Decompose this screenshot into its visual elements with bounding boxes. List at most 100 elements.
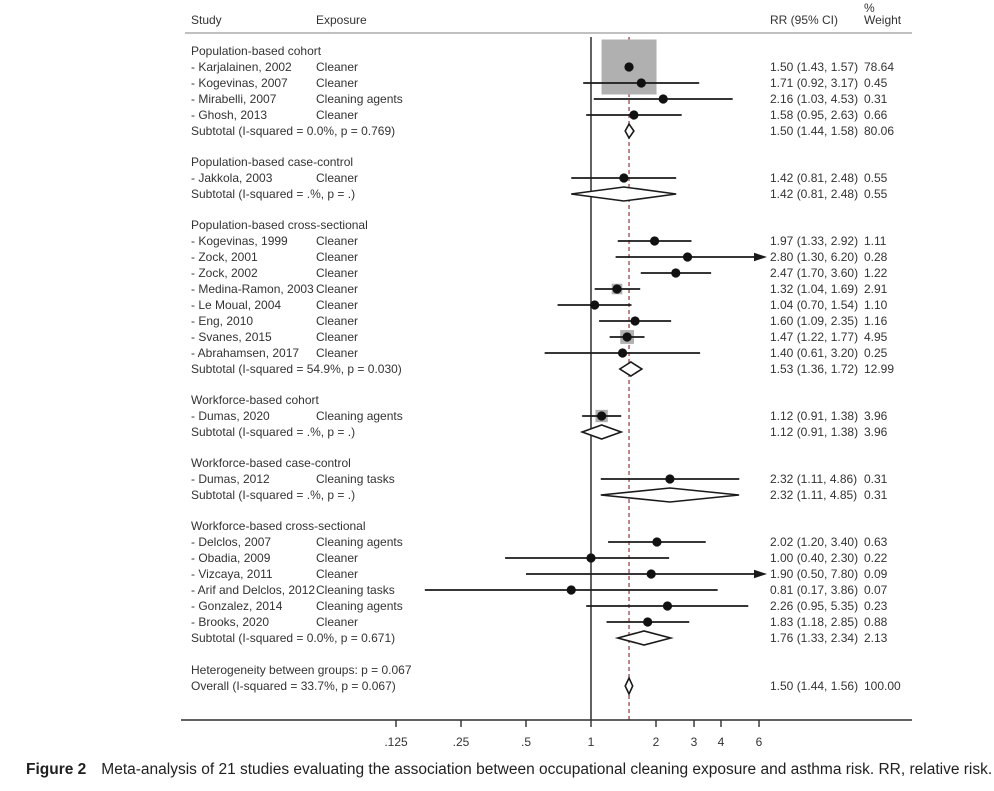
- weight-value: 2.91: [864, 282, 888, 296]
- study-name: - Dumas, 2020: [191, 409, 270, 423]
- exposure-label: Cleaner: [316, 234, 359, 248]
- point-estimate-marker: [662, 601, 673, 611]
- group-header-row: Workforce-based cohort: [0, 392, 994, 408]
- study-row: - Gonzalez, 2014 Cleaning agents 2.26 (0.9…: [0, 598, 994, 614]
- study-name: - Medina-Ramon, 2003: [191, 282, 314, 296]
- rr-ci-value: 1.12 (0.91, 1.38): [770, 409, 859, 423]
- study-name: - Dumas, 2012: [191, 472, 270, 486]
- rr-ci-value: 1.60 (1.09, 2.35): [770, 314, 859, 328]
- group-header: Workforce-based cohort: [191, 393, 319, 407]
- subtotal-rr-ci: 1.12 (0.91, 1.38): [770, 425, 859, 439]
- x-axis-tick-label: 2: [653, 735, 660, 749]
- study-name: - Jakkola, 2003: [191, 171, 273, 185]
- exposure-label: Cleaner: [316, 615, 359, 629]
- ci-arrow-right: [754, 252, 767, 262]
- subtotal-rr-ci: 1.42 (0.81, 2.48): [770, 187, 859, 201]
- x-axis-tick-label: .5: [521, 735, 531, 749]
- weight-value: 0.07: [864, 583, 888, 597]
- rr-ci-value: 1.42 (0.81, 2.48): [770, 171, 859, 185]
- x-axis-tick-label: 6: [756, 735, 763, 749]
- x-axis-tick-label: 4: [718, 735, 725, 749]
- study-name: - Kogevinas, 2007: [191, 76, 288, 90]
- rr-ci-value: 1.83 (1.18, 2.85): [770, 615, 859, 629]
- point-estimate-marker: [643, 617, 653, 627]
- rr-ci-value: 1.40 (0.61, 3.20): [770, 346, 859, 360]
- study-name: - Zock, 2001: [191, 250, 258, 264]
- study-name: - Eng, 2010: [191, 314, 254, 328]
- point-estimate-marker: [617, 348, 628, 358]
- weight-value: 0.09: [864, 567, 888, 581]
- weight-value: 0.22: [864, 551, 888, 565]
- study-row: - Mirabelli, 2007 Cleaning agents 2.16 (1.…: [0, 91, 994, 107]
- study-row: - Le Moual, 2004 Cleaner 1.04 (0.70, 1.54)…: [0, 297, 994, 313]
- x-axis-tick-label: .125: [384, 735, 408, 749]
- weight-value: 0.63: [864, 535, 888, 549]
- column-header-rr: RR (95% CI): [770, 13, 839, 27]
- study-row: - Dumas, 2020 Cleaning agents 1.12 (0.91, …: [0, 408, 994, 424]
- exposure-label: Cleaner: [316, 551, 359, 565]
- subtotal-rr-ci: 1.53 (1.36, 1.72): [770, 362, 859, 376]
- point-estimate-marker: [636, 78, 646, 88]
- subtotal-weight: 2.13: [864, 631, 888, 645]
- study-row: - Medina-Ramon, 2003 Cleaner 1.32 (1.04, 1…: [0, 281, 994, 297]
- column-header-percent: %: [864, 1, 875, 15]
- subtotal-weight: 3.96: [864, 425, 888, 439]
- subtotal-weight: 12.99: [864, 362, 895, 376]
- study-name: - Le Moual, 2004: [191, 298, 282, 312]
- weight-value: 4.95: [864, 330, 888, 344]
- point-estimate-marker: [630, 316, 640, 326]
- weight-value: 1.16: [864, 314, 888, 328]
- study-name: - Ghosh, 2013: [191, 108, 268, 122]
- point-estimate-marker: [590, 300, 600, 310]
- weight-value: 0.66: [864, 108, 888, 122]
- exposure-label: Cleaner: [316, 171, 359, 185]
- group-header: Population-based case-control: [191, 155, 354, 169]
- subtotal-rr-ci: 1.50 (1.44, 1.58): [770, 124, 859, 138]
- subtotal-row: Subtotal (I-squared = 0.0%, p = 0.671) 1.…: [0, 630, 994, 646]
- study-row: - Abrahamsen, 2017 Cleaner 1.40 (0.61, 3.2…: [0, 345, 994, 361]
- weight-value: 78.64: [864, 60, 895, 74]
- pooled-estimate-diamond: [618, 361, 644, 377]
- study-name: - Obadia, 2009: [191, 551, 271, 565]
- study-name: - Kogevinas, 1999: [191, 234, 288, 248]
- weight-value: 3.96: [864, 409, 888, 423]
- group-header-row: Population-based cross-sectional: [0, 217, 994, 233]
- heterogeneity-note: Heterogeneity between groups: p = 0.067: [191, 663, 412, 677]
- subtotal-label: Subtotal (I-squared = 54.9%, p = 0.030): [191, 362, 402, 376]
- point-estimate-marker: [586, 553, 596, 563]
- x-axis-tick-label: .25: [453, 735, 470, 749]
- exposure-label: Cleaning agents: [316, 535, 403, 549]
- point-estimate-marker: [646, 569, 656, 579]
- rr-ci-value: 1.04 (0.70, 1.54): [770, 298, 859, 312]
- study-name: - Mirabelli, 2007: [191, 92, 277, 106]
- pooled-estimate-diamond: [624, 122, 635, 140]
- point-estimate-marker: [622, 332, 632, 342]
- rr-ci-value: 2.26 (0.95, 5.35): [770, 599, 859, 613]
- group-header: Population-based cross-sectional: [191, 218, 368, 232]
- subtotal-row: Subtotal (I-squared = 0.0%, p = 0.769) 1.…: [0, 123, 994, 139]
- group-header: Population-based cohort: [191, 44, 322, 58]
- exposure-label: Cleaning agents: [316, 599, 403, 613]
- rr-ci-value: 1.90 (0.50, 7.80): [770, 567, 859, 581]
- study-row: - Obadia, 2009 Cleaner 1.00 (0.40, 2.30) 0.…: [0, 550, 994, 566]
- heterogeneity-row: Heterogeneity between groups: p = 0.067: [0, 662, 994, 678]
- point-estimate-marker: [612, 284, 622, 294]
- exposure-label: Cleaner: [316, 282, 359, 296]
- subtotal-label: Subtotal (I-squared = .%, p = .): [191, 187, 356, 201]
- subtotal-row: Subtotal (I-squared = .%, p = .) 1.42 (0.…: [0, 186, 994, 202]
- figure-caption-text: Meta-analysis of 21 studies evaluating t…: [101, 761, 993, 778]
- rr-ci-value: 1.00 (0.40, 2.30): [770, 551, 859, 565]
- exposure-label: Cleaner: [316, 60, 359, 74]
- study-row: - Eng, 2010 Cleaner 1.60 (1.09, 2.35) 1.16: [0, 313, 994, 329]
- point-estimate-marker: [671, 268, 681, 278]
- rr-ci-value: 2.02 (1.20, 3.40): [770, 535, 859, 549]
- subtotal-rr-ci: 1.76 (1.33, 2.34): [770, 631, 859, 645]
- subtotal-weight: 80.06: [864, 124, 895, 138]
- study-name: - Brooks, 2020: [191, 615, 270, 629]
- figure-caption: Figure 2 Meta-analysis of 21 studies eval…: [26, 761, 992, 779]
- study-name: - Karjalainen, 2002: [191, 60, 292, 74]
- study-row: - Kogevinas, 2007 Cleaner 1.71 (0.92, 3.17…: [0, 75, 994, 91]
- overall-row: Overall (I-squared = 33.7%, p = 0.067) 1.…: [0, 678, 994, 694]
- rr-ci-value: 2.80 (1.30, 6.20): [770, 250, 859, 264]
